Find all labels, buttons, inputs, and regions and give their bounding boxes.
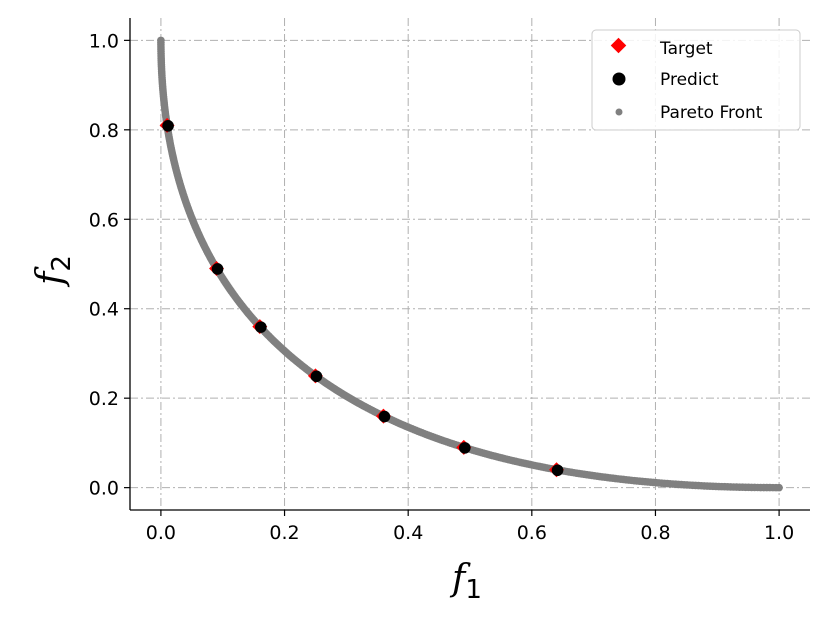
x-axis-label: f1 xyxy=(449,558,482,605)
predict-point xyxy=(310,370,323,383)
predict-point xyxy=(378,410,391,423)
pareto-point xyxy=(775,483,783,492)
legend-pareto-marker xyxy=(615,108,623,116)
y-tick-label: 0.8 xyxy=(89,120,119,142)
y-tick-label: 1.0 xyxy=(89,30,119,52)
legend: Target Predict Pareto Front xyxy=(591,29,801,131)
y-tick-label: 0.0 xyxy=(89,478,119,500)
x-tick-label: 0.0 xyxy=(146,522,176,544)
y-tick-label: 0.6 xyxy=(89,209,119,231)
predict-point xyxy=(162,120,174,132)
predict-point xyxy=(459,442,471,454)
y-axis-label: f2 xyxy=(30,255,77,288)
x-tick-label: 0.6 xyxy=(517,522,547,544)
x-tick-label: 1.0 xyxy=(764,522,794,544)
x-tick-label: 0.4 xyxy=(393,522,423,544)
x-ticks: 0.0 0.2 0.4 0.6 0.8 1.0 xyxy=(146,510,794,544)
target-series xyxy=(159,117,565,478)
predict-series xyxy=(162,120,564,477)
legend-pareto-label: Pareto Front xyxy=(660,103,763,123)
legend-predict-label: Predict xyxy=(660,70,719,90)
y-tick-label: 0.2 xyxy=(89,388,119,410)
predict-point xyxy=(255,321,267,333)
x-tick-label: 0.8 xyxy=(640,522,670,544)
legend-box xyxy=(591,29,801,131)
y-tick-label: 0.4 xyxy=(89,299,119,321)
predict-point xyxy=(211,263,224,275)
predict-point xyxy=(551,464,564,477)
x-tick-label: 0.2 xyxy=(269,522,299,544)
y-ticks: 0.0 0.2 0.4 0.6 0.8 1.0 xyxy=(89,30,130,500)
legend-target-label: Target xyxy=(659,39,713,59)
legend-predict-marker xyxy=(612,72,626,86)
